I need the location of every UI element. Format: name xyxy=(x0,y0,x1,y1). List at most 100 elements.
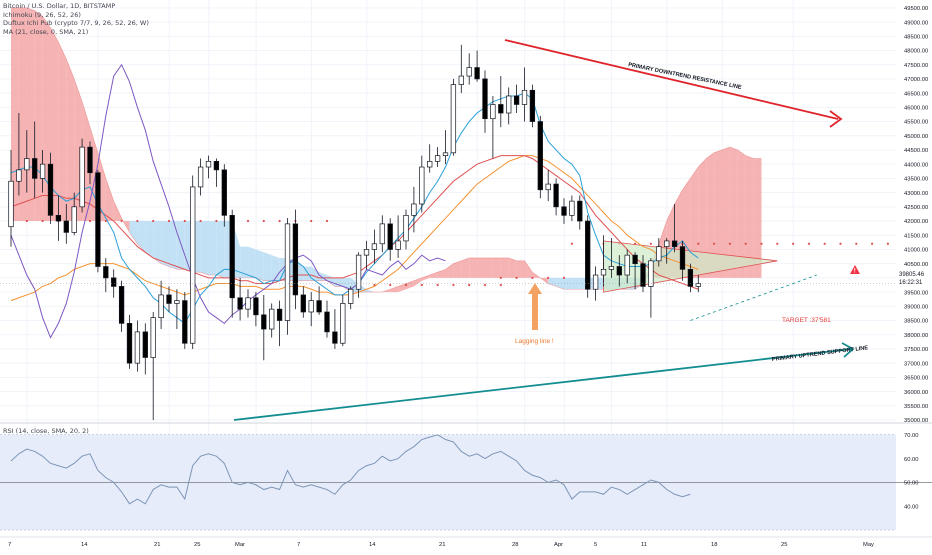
candle-body xyxy=(205,160,212,168)
candle-body xyxy=(95,172,101,267)
projection-dot xyxy=(728,242,732,245)
candle-body xyxy=(466,67,472,77)
projection-dot xyxy=(246,219,250,223)
candle-body xyxy=(687,268,694,287)
price-tick-label: 43500.00 xyxy=(904,177,928,183)
projection-dot xyxy=(436,283,439,287)
projection-dot xyxy=(325,219,329,223)
projection-dot xyxy=(792,242,795,245)
projection-dot xyxy=(499,283,502,287)
projection-dot xyxy=(167,219,171,223)
candle-body xyxy=(158,294,164,319)
candle-body xyxy=(292,223,299,296)
rsi-legend[interactable]: RSI (14, close, SMA, 20, 2) xyxy=(3,427,89,435)
price-tick-label: 49500.00 xyxy=(904,6,928,12)
projection-dot xyxy=(713,242,716,245)
cloud-segment xyxy=(66,59,75,222)
price-tick-label: 41000.00 xyxy=(904,248,928,254)
time-tick-label: 25 xyxy=(781,542,787,548)
chart-legend: Bitcoin / U.S. Dollar, 1D, BITSTAMP Ichi… xyxy=(3,2,149,36)
price-tick-label: 38500.00 xyxy=(904,319,928,325)
cloud-segment xyxy=(240,246,248,278)
candle-body xyxy=(521,89,528,105)
cloud-segment xyxy=(453,260,462,278)
time-tick-label: 5 xyxy=(594,542,597,548)
candle-body xyxy=(395,240,401,250)
candle-body xyxy=(134,331,141,364)
legend-ma[interactable]: MA (21, close, 0, SMA, 21) xyxy=(3,27,89,36)
rsi-tick-label: 40.00 xyxy=(904,504,919,510)
time-tick-label: 14 xyxy=(81,542,88,548)
cloud-segment xyxy=(145,221,154,258)
cloud-segment xyxy=(129,221,138,244)
candle-body xyxy=(600,268,607,276)
candle-body xyxy=(174,300,180,304)
price-tick-label: 45500.00 xyxy=(904,120,928,126)
candle-body xyxy=(63,220,69,233)
time-tick-label: 11 xyxy=(641,542,647,548)
projection-dot xyxy=(839,242,842,245)
price-tick-label: 46000.00 xyxy=(904,106,928,112)
cloud-segment xyxy=(690,167,699,278)
projection-dot xyxy=(452,283,455,287)
lagging-line xyxy=(10,63,446,339)
projection-dot xyxy=(499,276,502,279)
time-tick-label: 18 xyxy=(711,542,717,548)
cloud-segment xyxy=(319,272,327,281)
cloud-segment xyxy=(698,158,707,278)
candle-body xyxy=(24,158,30,171)
projection-dot xyxy=(515,276,518,279)
last-price-tag: 39805.46 16:22:31 xyxy=(896,272,932,288)
time-tick-label: 21 xyxy=(439,542,445,548)
candle-body xyxy=(182,300,188,344)
projection-dot xyxy=(104,219,107,223)
time-tick-label: 14 xyxy=(369,542,376,548)
cloud-segment xyxy=(753,158,762,278)
legend-ichimoku[interactable]: Ichimoku (9, 26, 52, 26) xyxy=(3,10,81,19)
candle-body xyxy=(111,277,117,287)
projection-dot xyxy=(88,219,92,223)
legend-duftux[interactable]: Duftux Ichi Pub (crypto 7/7, 9, 26, 52, … xyxy=(3,19,149,28)
projection-dot xyxy=(807,242,811,245)
candle-body xyxy=(529,89,536,122)
price-tick-label: 42000.00 xyxy=(904,219,928,225)
candle-body xyxy=(16,169,22,182)
projection-dot xyxy=(776,242,779,245)
time-tick-label: 7 xyxy=(297,542,300,548)
support-label: PRIMARY UPTREND SUPPORT LINE xyxy=(772,345,869,363)
candle-body xyxy=(513,95,520,105)
cloud-segment xyxy=(524,260,533,278)
legend-symbol[interactable]: Bitcoin / U.S. Dollar, 1D, BITSTAMP xyxy=(3,2,116,10)
cloud-segment xyxy=(216,221,225,278)
price-tick-label: 42500.00 xyxy=(904,205,928,211)
projection-dot xyxy=(760,242,763,245)
candle-body xyxy=(450,84,457,154)
cloud-segment xyxy=(477,257,485,278)
candle-body xyxy=(363,249,370,256)
price-tick-label: 46500.00 xyxy=(904,91,928,97)
cloud-segment xyxy=(548,277,557,287)
time-axis: 7 14 21 25 Mar 7 14 21 28 Apr 5 11 18 25 May xyxy=(0,536,932,548)
cloud-segment xyxy=(200,221,209,276)
rsi-tick-label: 70.00 xyxy=(904,433,919,439)
candle-body xyxy=(213,160,220,171)
cloud-segment xyxy=(729,147,738,278)
warning-glyph: ! xyxy=(854,269,856,275)
candle-body xyxy=(355,254,362,290)
cloud-segment xyxy=(469,257,478,278)
cloud-segment xyxy=(406,280,414,290)
rsi-tick-label: 50.00 xyxy=(904,481,919,487)
price-tick-label: 48000.00 xyxy=(904,49,928,55)
candle-body xyxy=(592,274,599,290)
cloud-segment xyxy=(58,41,67,222)
projection-dot xyxy=(199,219,202,223)
price-tick-label: 40500.00 xyxy=(904,262,928,268)
projection-dot xyxy=(886,242,890,245)
candle-body xyxy=(340,303,346,344)
resistance-label: PRIMARY DOWNTREND RESISTANCE LINE xyxy=(628,62,743,91)
candle-body xyxy=(640,263,646,287)
candle-body xyxy=(8,180,14,228)
candle-body xyxy=(553,183,559,208)
